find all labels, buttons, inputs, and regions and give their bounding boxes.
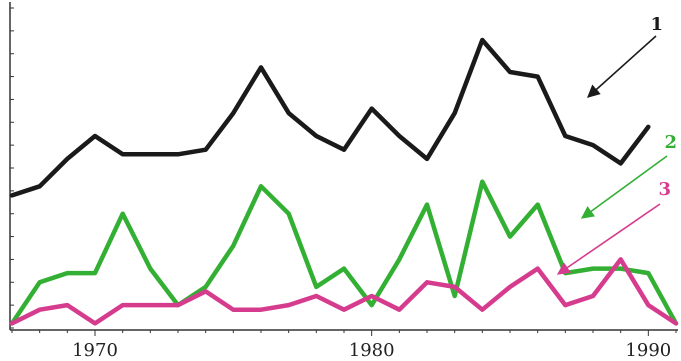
series-2-point (342, 267, 346, 270)
series-1-point (232, 111, 235, 115)
series-3-point (591, 294, 595, 298)
series-3-point (342, 308, 346, 311)
series-1-point (536, 75, 539, 78)
series-1-point (398, 134, 401, 138)
series-2-point (259, 185, 263, 188)
series-1-point (564, 134, 567, 138)
series-3-point (647, 303, 650, 307)
series-2-point (398, 258, 401, 261)
series-1-line (9, 37, 651, 198)
series-2-point (453, 294, 456, 298)
series-3-point (287, 303, 290, 307)
series-2-point (647, 271, 650, 275)
series-2-point (481, 180, 484, 183)
series-2-point (204, 285, 207, 289)
chart-series (9, 37, 679, 326)
series-2-point (564, 271, 567, 275)
series-1-point (66, 157, 69, 161)
series-2-point (425, 203, 429, 206)
series-1-point (481, 38, 484, 42)
series-3-point (232, 308, 235, 311)
series-3-arrow (556, 203, 661, 275)
series-3-point (481, 308, 484, 311)
series-1-arrow (587, 35, 657, 98)
series-3-point (425, 281, 429, 284)
series-2-point (536, 203, 539, 206)
series-3-point (259, 308, 263, 311)
series-3-point (93, 322, 97, 325)
series-2-point (287, 212, 290, 215)
series-2-arrow (580, 155, 668, 219)
series-2-label: 2 (664, 132, 677, 153)
series-3-point (121, 303, 124, 307)
x-tick-label: 1980 (349, 340, 395, 361)
series-2-point (370, 303, 373, 307)
series-3-point (453, 285, 456, 289)
series-1-point (259, 66, 263, 69)
series-2-point (315, 285, 318, 289)
series-1-point (591, 143, 595, 147)
series-1-point (10, 194, 14, 197)
series-1-point (93, 134, 97, 138)
series-3-label: 3 (658, 179, 671, 200)
series-3-point (176, 303, 180, 307)
series-3-point (66, 303, 69, 307)
series-1-point (315, 134, 318, 138)
series-2-point (619, 267, 622, 270)
series-3-point (619, 258, 622, 261)
series-2-point (232, 244, 235, 247)
series-1-point (370, 107, 373, 110)
series-1-point (342, 148, 346, 151)
series-1-point (508, 70, 512, 74)
series-1-point (647, 125, 650, 129)
series-2-point (121, 212, 124, 215)
series-3-point (204, 290, 207, 293)
series-2-point (38, 281, 41, 284)
x-tick-label: 1970 (72, 340, 118, 361)
series-1-point (425, 157, 429, 161)
series-1-point (121, 153, 124, 156)
series-3-point (564, 303, 567, 307)
series-1-point (453, 111, 456, 115)
series-3-point (674, 322, 678, 325)
series-3-point (38, 308, 41, 311)
series-2-point (93, 271, 97, 275)
series-1-point (287, 111, 290, 115)
x-tick-label: 1990 (625, 340, 671, 361)
series-1-point (149, 153, 152, 156)
chart-axes: 1970 1980 1990 (9, 2, 678, 361)
series-1-point (619, 162, 622, 165)
series-1-label: 1 (650, 14, 663, 35)
series-3-point (370, 294, 373, 298)
series-3-point (398, 308, 401, 311)
series-3-point (536, 267, 539, 270)
series-1-point (204, 148, 207, 151)
series-3-point (149, 303, 152, 307)
series-1-point (176, 153, 180, 156)
series-2-point (508, 235, 512, 238)
series-3-point (315, 294, 318, 298)
series-2-point (66, 271, 69, 275)
chart-series-labels: 1 2 3 (556, 14, 677, 275)
series-3-point (10, 322, 14, 325)
series-2-point (149, 267, 152, 270)
series-3-point (508, 285, 512, 289)
series-1-point (38, 185, 41, 188)
series-2-point (591, 267, 595, 270)
